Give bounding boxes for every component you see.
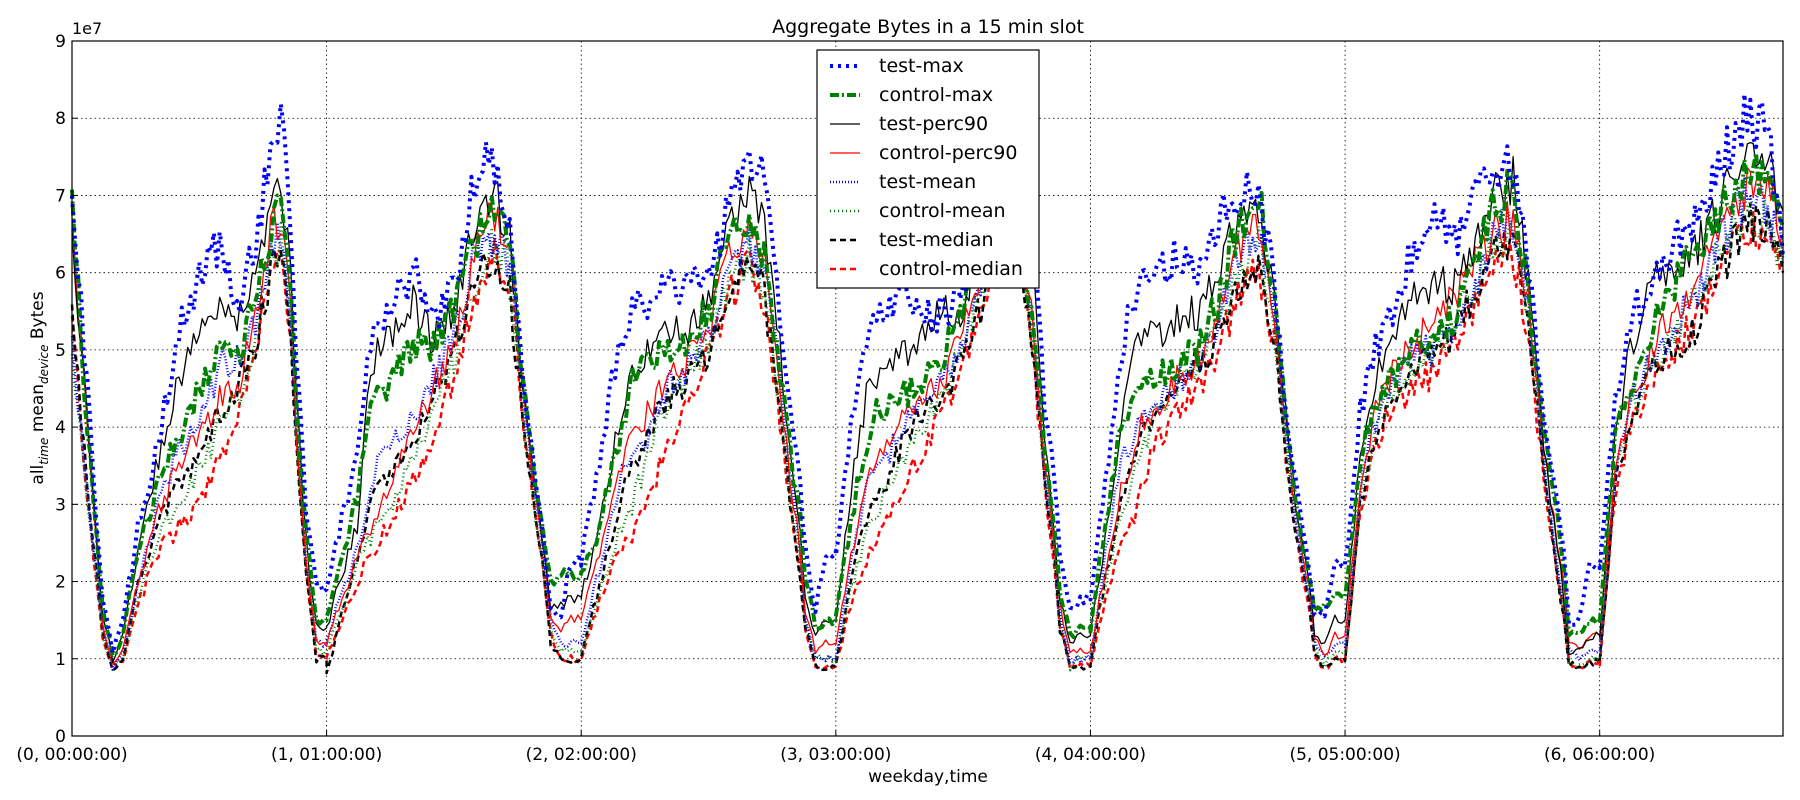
x-tick-label: (6, 06:00:00) — [1544, 745, 1655, 765]
y-tick-label: 8 — [55, 109, 66, 129]
y-tick-label: 3 — [55, 495, 66, 515]
y-tick-label: 4 — [55, 418, 66, 438]
series-line-control-mean — [70, 195, 1785, 672]
y-axis-label: alltime meandevice Bytes — [28, 291, 51, 484]
legend-label-test-mean: test-mean — [879, 171, 976, 193]
y-label-main: all — [28, 465, 48, 485]
y-tick-label: 9 — [55, 32, 66, 52]
chart-title: Aggregate Bytes in a 15 min slot — [772, 16, 1084, 38]
y-label-sub-device: device — [37, 345, 51, 384]
y-tick-label: 1 — [55, 650, 66, 670]
y-multiplier-label: 1e7 — [72, 19, 102, 38]
series-line-control-perc90 — [71, 167, 1784, 665]
x-tick-label: (0, 00:00:00) — [16, 745, 127, 765]
plot-frame — [71, 40, 1784, 737]
y-label-sub-time: time — [37, 438, 51, 465]
x-axis-label: weekday,time — [868, 767, 988, 787]
x-tick-label: (5, 05:00:00) — [1289, 745, 1400, 765]
y-tick-label: 7 — [55, 186, 66, 206]
y-tick-label: 0 — [55, 727, 66, 747]
legend-label-control-mean: control-mean — [879, 200, 1006, 222]
legend-label-test-perc90: test-perc90 — [879, 113, 988, 135]
x-tick-label: (2, 02:00:00) — [526, 745, 637, 765]
series-line-test-max — [70, 91, 1785, 656]
y-label-tail: Bytes — [28, 291, 48, 344]
x-tick-label: (3, 03:00:00) — [780, 745, 891, 765]
series-line-control-max — [70, 151, 1785, 658]
legend-label-control-perc90: control-perc90 — [879, 142, 1017, 164]
series-layer — [70, 91, 1785, 675]
x-tick-label: (4, 04:00:00) — [1035, 745, 1146, 765]
legend-label-control-max: control-max — [879, 84, 993, 106]
y-tick-label: 2 — [55, 573, 66, 593]
series-line-control-median — [70, 211, 1784, 671]
y-label-mid: mean — [28, 384, 48, 438]
x-axis-ticks: (0, 00:00:00) (1, 01:00:00) (2, 02:00:00) (… — [16, 730, 1655, 765]
legend: test-max control-max test-perc90 control-pe… — [816, 49, 1040, 289]
legend-box — [816, 49, 1040, 289]
series-line-test-perc90 — [71, 141, 1784, 664]
y-tick-label: 6 — [55, 264, 66, 284]
legend-label-test-max: test-max — [879, 55, 964, 77]
y-tick-label: 5 — [55, 341, 66, 361]
y-axis-ticks: 0 1 2 3 4 5 6 7 8 9 — [55, 32, 78, 747]
x-tick-label: (1, 01:00:00) — [271, 745, 382, 765]
legend-label-test-median: test-median — [879, 229, 994, 251]
legend-label-control-median: control-median — [879, 258, 1023, 280]
